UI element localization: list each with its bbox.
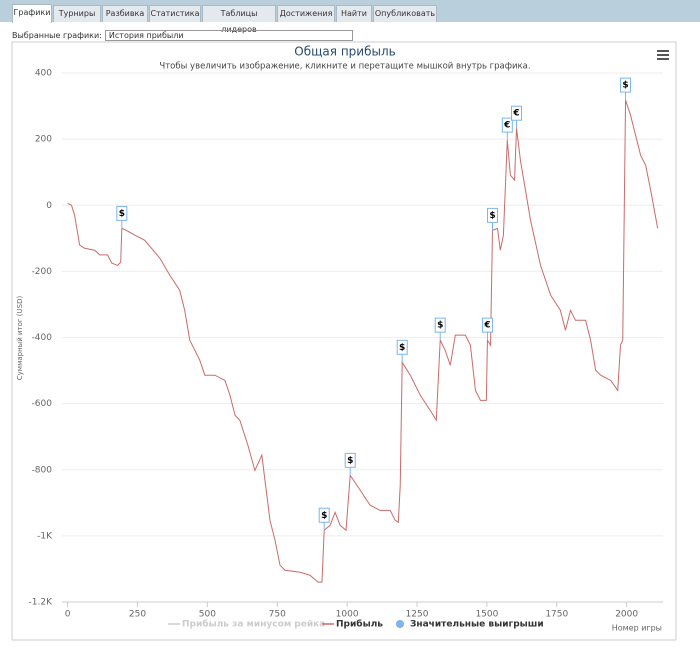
y-tick-label: -1K [37,531,53,541]
win-flag: $ [344,452,356,476]
win-flag: € [511,105,523,129]
tab[interactable]: Найти [336,5,372,22]
flag-box [481,317,493,333]
menu-button[interactable] [657,50,669,60]
win-flag: $ [486,207,498,231]
tab[interactable]: Графики [12,4,52,23]
selector-dropdown[interactable]: История прибыли [104,30,353,41]
flag-box [620,77,632,93]
x-tick-label: 750 [269,610,286,620]
win-flag: € [481,317,493,341]
x-tick-label: 1000 [336,610,359,620]
tab[interactable]: Достижения [277,5,335,22]
x-tick-label: 2000 [615,610,638,620]
y-axis-title: Суммарный итог (USD) [16,296,24,381]
flag-label: $ [489,211,495,221]
selector-label: Выбранные графики: [12,31,102,40]
legend-item[interactable]: Значительные выигрыши [396,620,544,630]
y-tick-label: -1.2K [29,598,54,608]
legend-label: Значительные выигрыши [410,620,544,630]
profit-line [67,99,659,583]
x-tick-label: 1750 [545,610,568,620]
y-tick-label: 200 [35,135,52,145]
flag-label: $ [622,81,628,91]
win-flag: $ [620,77,632,101]
x-tick-label: 250 [129,610,146,620]
tab[interactable]: Турниры [53,5,101,22]
x-tick-label: 1250 [406,610,429,620]
legend-item[interactable]: Прибыль [322,619,383,630]
flag-box [116,205,128,221]
y-tick-label: -600 [32,399,53,409]
x-tick-label: 500 [199,610,216,620]
x-axis-title: Номер игры [612,624,662,633]
flag-label: $ [347,456,353,466]
chart-title: Общая прибыль [294,45,395,59]
y-tick-label: -400 [32,333,53,343]
flag-box [434,317,446,333]
flag-box [486,207,498,223]
flag-box [318,507,330,523]
legend-label: Прибыль [336,619,383,630]
win-flag: € [501,117,513,141]
flag-label: $ [399,343,405,353]
win-flag: $ [396,339,408,363]
flag-label: € [503,121,510,131]
win-flag: $ [116,205,128,229]
y-tick-label: -200 [32,267,53,277]
flag-box [344,452,356,468]
flag-label: $ [437,321,443,331]
tab[interactable]: Таблицы лидеров [202,5,276,34]
chart-frame [11,41,677,641]
legend-label: Прибыль за минусом рейка [182,619,325,630]
win-flag: $ [434,317,446,341]
y-tick-label: -800 [32,465,53,475]
chart-subtitle: Чтобы увеличить изображение, кликните и … [159,62,530,72]
tab[interactable]: Разбивка [102,5,148,22]
x-tick-label: 1500 [475,610,498,620]
win-flag: $ [318,507,330,531]
flag-label: € [483,321,490,331]
flag-box [396,339,408,355]
flag-label: $ [321,511,327,521]
flag-box [501,117,513,133]
tab[interactable]: Опубликовать [373,5,437,22]
legend-symbol [396,620,404,628]
selector: Выбранные графики: История прибыли [12,30,353,41]
flag-box [511,105,523,121]
x-tick-label: 0 [65,610,71,620]
y-tick-label: 400 [35,69,52,79]
y-tick-label: 0 [46,201,52,211]
tab[interactable]: Статистика [149,5,201,22]
flag-label: € [512,109,519,119]
flag-label: $ [119,209,125,219]
tab-bar: Графики Турниры Разбивка Статистика Таблицы … [0,0,700,34]
legend-item[interactable]: Прибыль за минусом рейка [168,619,325,630]
